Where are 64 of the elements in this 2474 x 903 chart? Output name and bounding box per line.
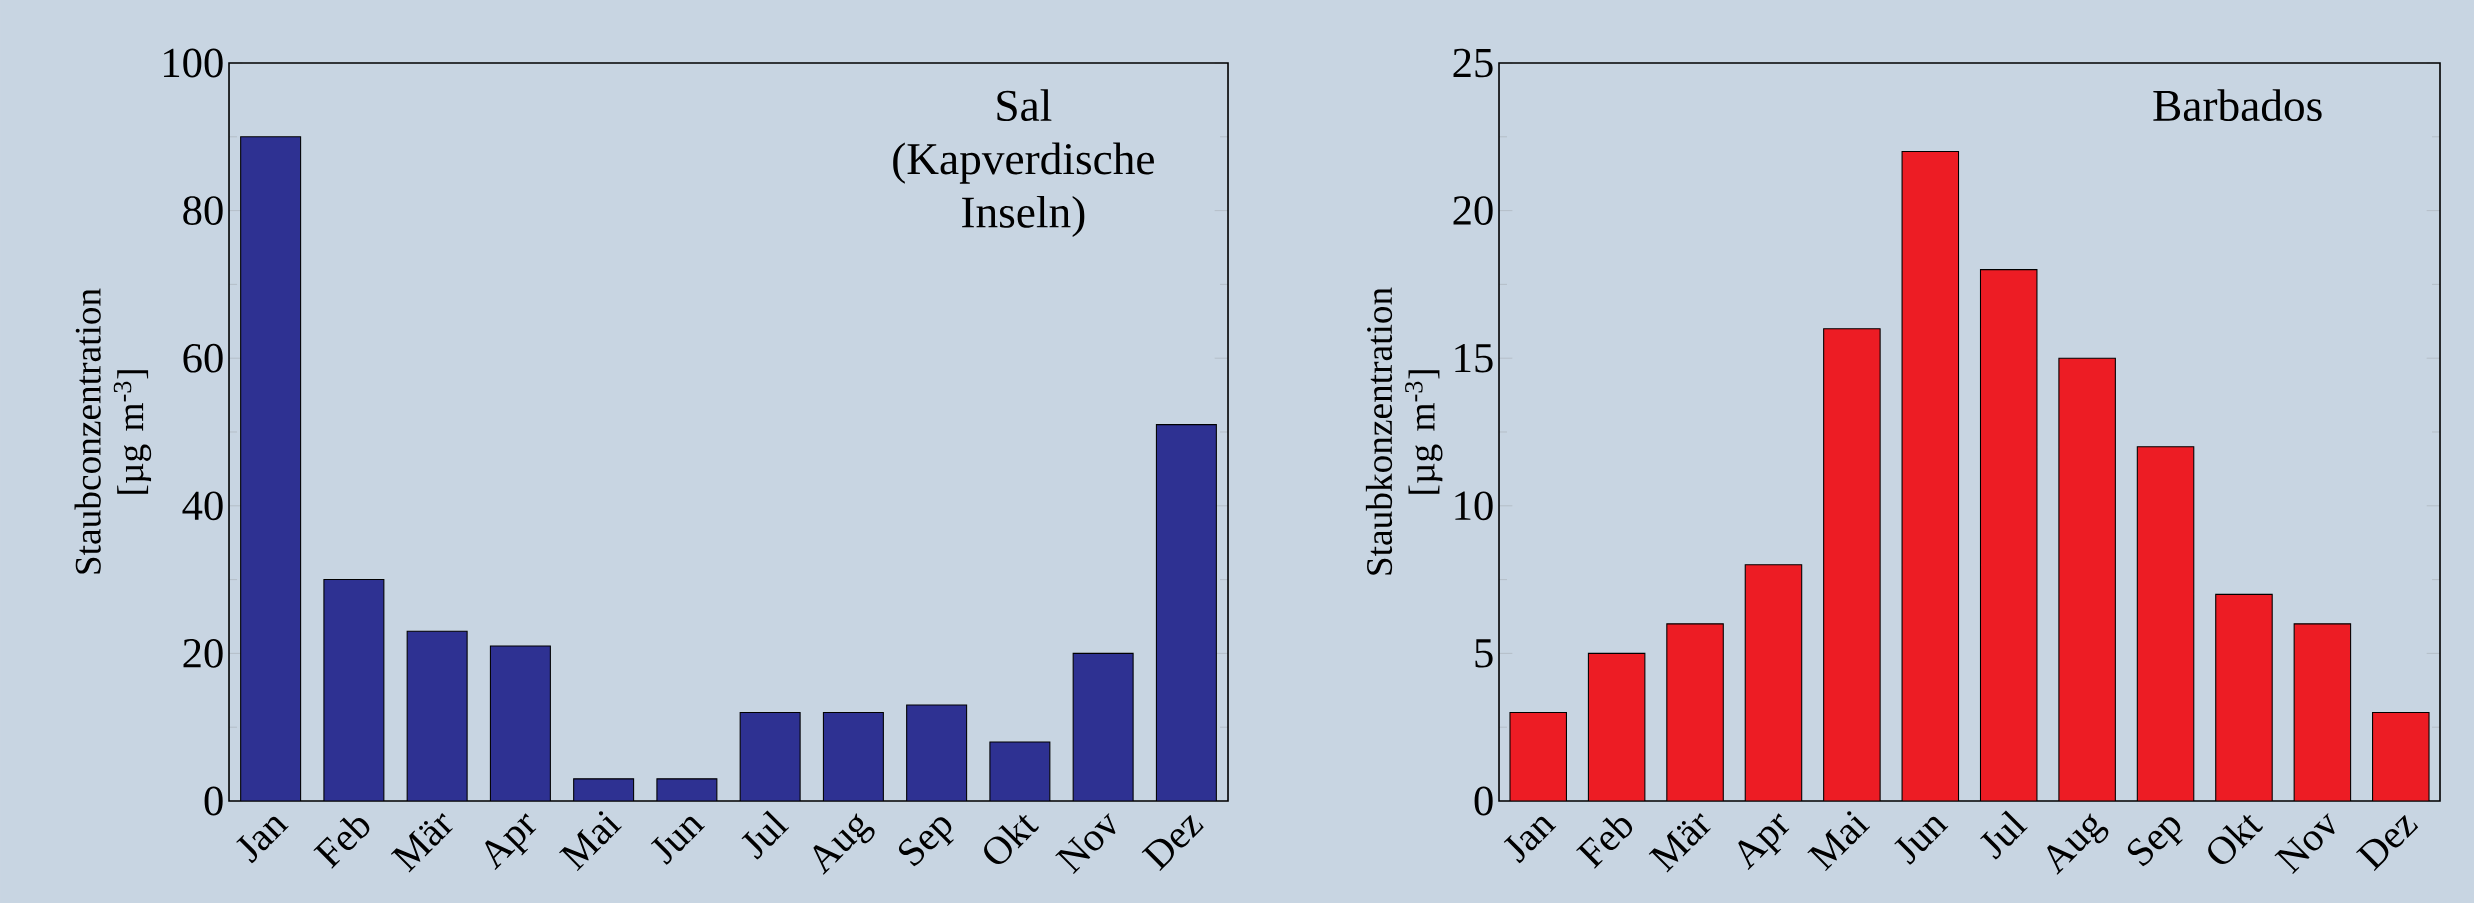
chart-title: Barbados	[2153, 89, 2322, 122]
bar	[407, 631, 468, 801]
x-tick-label: Jan	[1503, 816, 1557, 864]
bar	[1902, 151, 1959, 801]
bar	[989, 741, 1050, 801]
bar	[1155, 424, 1217, 801]
x-tick-label: Apr	[485, 813, 537, 871]
x-tick-label: Jul	[1980, 810, 2028, 860]
bar	[2294, 623, 2351, 801]
y-tick-label: 60	[183, 343, 223, 373]
x-tick-label: Sep	[898, 817, 954, 867]
bar	[1509, 712, 1567, 801]
bar	[2058, 358, 2116, 801]
x-tick-label: Aug	[813, 813, 875, 875]
bar	[573, 778, 634, 801]
text: Sal (Kapverdische Inseln)	[893, 89, 1154, 237]
bar	[656, 778, 717, 801]
bar	[1745, 564, 1802, 801]
bar	[1666, 623, 1724, 801]
x-tick-label: Aug	[2047, 813, 2109, 875]
bar	[906, 705, 967, 801]
y-tick-label: 80	[183, 196, 223, 225]
x-tick-label: Mär	[1648, 813, 1711, 873]
y-tick-label: 20	[1453, 196, 1493, 225]
y-tick-label: 40	[182, 491, 223, 521]
bar	[490, 646, 551, 801]
y-tick-label: 15	[1455, 343, 1493, 373]
bar	[740, 712, 801, 801]
bar	[2137, 446, 2194, 801]
bar	[2372, 711, 2430, 801]
bar	[240, 136, 301, 801]
x-tick-label: Feb	[313, 817, 370, 869]
x-tick-label: Dez	[1141, 814, 1204, 871]
y-tick-label: 0	[204, 786, 223, 816]
x-tick-label: Okt	[984, 814, 1039, 865]
y-tick-label: 10	[1455, 491, 1493, 521]
y-tick-label: 5	[1475, 639, 1493, 668]
x-tick-label: Mai	[1807, 811, 1871, 872]
x-tick-label: Feb	[1576, 817, 1633, 869]
bar	[2215, 594, 2273, 801]
y-tick-label: 20	[183, 638, 223, 668]
y-tick-label: 25	[1453, 48, 1493, 78]
x-tick-label: Jan	[236, 816, 289, 864]
bar	[823, 712, 884, 801]
y-axis-title: Staubkonzentration [µg m$^{-3}$]	[1365, 287, 1443, 575]
bar	[323, 579, 384, 801]
y-tick-label: 100	[164, 48, 223, 78]
x-tick-label: Okt	[2208, 814, 2263, 865]
x-tick-label: Dez	[2356, 814, 2419, 871]
x-tick-label: Sep	[2127, 817, 2183, 867]
x-tick-label: Mai	[559, 811, 622, 872]
x-tick-label: Nov	[2274, 813, 2335, 875]
y-axis-title: Staubconzentration [µg m$^{-3}$]	[74, 288, 152, 574]
bar	[1588, 653, 1645, 801]
x-tick-label: Apr	[1738, 813, 1790, 871]
bar	[1823, 328, 1881, 801]
x-tick-label: Nov	[1055, 813, 1116, 875]
x-tick-label: Jul	[741, 810, 790, 860]
x-tick-label: Mär	[390, 813, 453, 873]
bar	[1073, 653, 1134, 801]
bar	[1980, 269, 2037, 801]
x-tick-label: Jun	[650, 816, 705, 865]
x-tick-label: Jun	[1894, 816, 1949, 865]
y-tick-label: 0	[1474, 786, 1493, 816]
